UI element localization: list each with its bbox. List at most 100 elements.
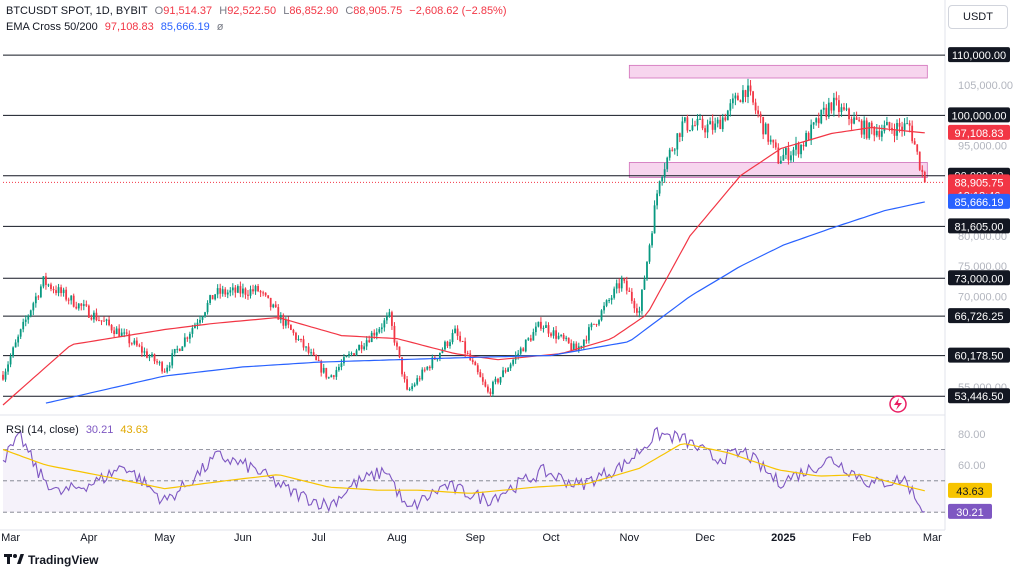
rsi-line[interactable] xyxy=(2,426,925,513)
candle xyxy=(696,114,699,131)
level-label-1[interactable]: 100,000.00 xyxy=(948,107,1010,123)
candle-body xyxy=(408,389,411,391)
candle xyxy=(908,120,911,133)
level-label-6[interactable]: 60,178.50 xyxy=(948,347,1010,363)
symbol-name[interactable]: BTCUSDT SPOT, 1D, BYBIT xyxy=(6,5,148,17)
candle xyxy=(267,295,270,299)
candle xyxy=(593,323,595,325)
candle xyxy=(812,121,815,129)
candle xyxy=(590,322,593,331)
rsi-value-label-ma[interactable]: 43.63 xyxy=(948,482,992,498)
ema200-line[interactable] xyxy=(45,201,925,404)
candle-body xyxy=(595,324,598,326)
candle xyxy=(774,139,777,150)
candle-body xyxy=(181,346,184,351)
candle xyxy=(635,303,638,317)
candle-body xyxy=(325,367,328,378)
candle-body xyxy=(863,120,866,135)
candle-body xyxy=(676,133,679,150)
price-label-last[interactable]: 88,905.75 xyxy=(948,174,1010,190)
candle-body xyxy=(870,122,873,128)
candle-body xyxy=(759,113,762,118)
candle xyxy=(782,148,785,161)
lightning-icon[interactable] xyxy=(889,395,907,413)
candle xyxy=(337,364,340,372)
candle xyxy=(605,299,608,308)
candle xyxy=(34,292,37,308)
level-label-5[interactable]: 66,726.25 xyxy=(948,308,1010,324)
candle-body xyxy=(219,288,222,294)
candle xyxy=(403,371,406,383)
price-label-ema50[interactable]: 97,108.83 xyxy=(948,124,1010,140)
rsi-ma-line[interactable] xyxy=(2,443,925,494)
candle xyxy=(709,117,712,125)
level-label-0[interactable]: 110,000.00 xyxy=(948,47,1010,63)
candle xyxy=(80,303,83,311)
candle xyxy=(486,384,489,394)
candle-body xyxy=(183,337,186,347)
level-label-7[interactable]: 53,446.50 xyxy=(948,388,1010,404)
candle-body xyxy=(812,122,815,125)
candle xyxy=(439,352,441,362)
candle-body xyxy=(527,338,530,340)
currency-button[interactable]: USDT xyxy=(948,5,1008,29)
candle-body xyxy=(234,287,237,293)
candle-body xyxy=(656,193,658,206)
candle-body xyxy=(615,283,618,289)
candle xyxy=(504,367,507,374)
price-tick-label: 105,000.00 xyxy=(958,80,1013,92)
candle xyxy=(95,308,98,322)
time-axis-label: Feb xyxy=(852,532,871,544)
candle-body xyxy=(320,360,323,373)
candle-body xyxy=(322,367,325,373)
candle-body xyxy=(620,278,623,289)
candle-body xyxy=(391,312,393,326)
candle xyxy=(737,92,739,101)
candle xyxy=(151,352,153,358)
candle xyxy=(502,366,504,378)
candle-body xyxy=(822,107,825,110)
candle xyxy=(817,112,820,128)
candle xyxy=(832,92,835,117)
candle-body xyxy=(719,119,722,130)
tradingview-brand[interactable]: TradingView xyxy=(4,553,98,567)
candle xyxy=(224,287,227,297)
candle-body xyxy=(815,118,818,123)
ema-indicator-name[interactable]: EMA Cross 50/200 xyxy=(6,21,98,33)
candle xyxy=(522,347,525,352)
candle-body xyxy=(9,356,12,365)
rsi-value-label-rsi[interactable]: 30.21 xyxy=(948,503,992,519)
candle-body xyxy=(552,330,555,336)
candle xyxy=(282,313,285,330)
candle xyxy=(423,367,426,373)
candle xyxy=(239,281,242,298)
candle-body xyxy=(635,308,638,313)
price-label-ema200[interactable]: 85,666.19 xyxy=(948,193,1010,209)
candle-body xyxy=(678,133,681,137)
candle-body xyxy=(317,359,320,361)
candle xyxy=(166,364,169,374)
candle xyxy=(891,122,893,134)
candle xyxy=(620,275,623,292)
candle-body xyxy=(239,286,242,294)
candle-body xyxy=(315,354,318,360)
candle-body xyxy=(156,361,158,363)
ema50-line[interactable] xyxy=(2,126,925,406)
candle xyxy=(345,355,348,358)
level-label-4[interactable]: 73,000.00 xyxy=(948,270,1010,286)
candle-body xyxy=(350,353,353,355)
candle-body xyxy=(853,117,855,124)
resistance-zone-0[interactable] xyxy=(628,64,928,79)
rsi-indicator-name[interactable]: RSI (14, close) xyxy=(6,424,79,436)
level-label-3[interactable]: 81,605.00 xyxy=(948,218,1010,234)
candle xyxy=(138,343,141,348)
candle xyxy=(163,368,166,373)
candle xyxy=(153,353,156,365)
candle-body xyxy=(522,348,525,352)
candle-body xyxy=(158,362,161,364)
candle xyxy=(65,286,68,302)
candle xyxy=(524,339,527,353)
candle-body xyxy=(802,144,805,147)
candle xyxy=(838,95,840,118)
